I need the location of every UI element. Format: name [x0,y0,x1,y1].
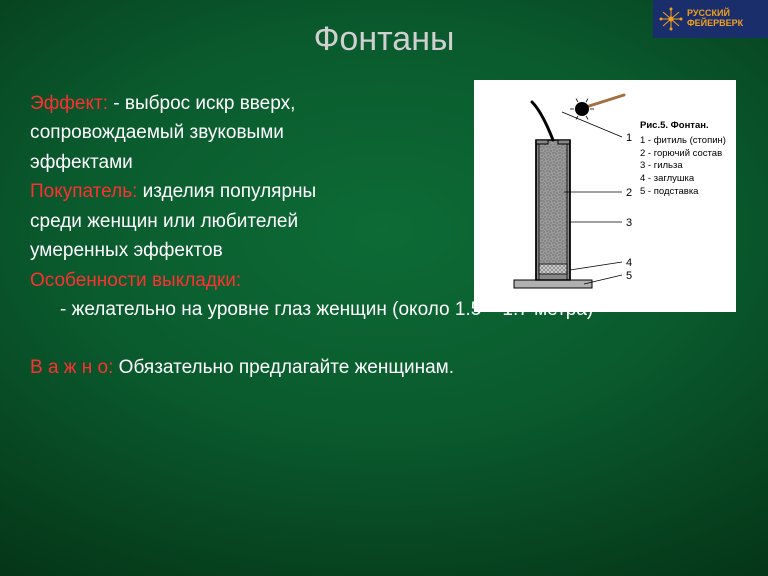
firework-icon [659,7,683,31]
svg-text:1: 1 [626,132,632,144]
logo-line2: ФЕЙЕРВЕРК [687,19,743,29]
caption-line-2: 2 - горючий состав [640,148,730,161]
caption-title: Рис.5. Фонтан. [640,120,730,133]
caption-line-5: 5 - подставка [640,186,730,199]
caption-line-3: 3 - гильза [640,160,730,173]
buyer-label: Покупатель: [30,181,137,202]
caption-line-1: 1 - фитиль (стопин) [640,135,730,148]
svg-text:3: 3 [626,217,632,229]
caption-line-4: 4 - заглушка [640,173,730,186]
fountain-svg: 1 2 3 45 [474,92,644,302]
svg-text:4: 4 [626,257,632,269]
brand-logo: РУССКИЙ ФЕЙЕРВЕРК [653,0,768,38]
svg-text:5: 5 [626,270,632,282]
fountain-diagram: 1 2 3 45 Рис.5. Фонтан. 1 - фитиль (стопин)… [474,80,736,312]
effect-label: Эффект: [30,93,108,114]
important-text: Обязательно предлагайте женщинам. [113,357,454,378]
buyer-text: изделия популярны [137,181,316,202]
important-label: В а ж н о: [30,357,113,378]
diagram-caption: Рис.5. Фонтан. 1 - фитиль (стопин) 2 - г… [640,120,730,199]
effect-text: - выброс искр вверх, [108,93,295,114]
svg-text:2: 2 [626,187,632,199]
